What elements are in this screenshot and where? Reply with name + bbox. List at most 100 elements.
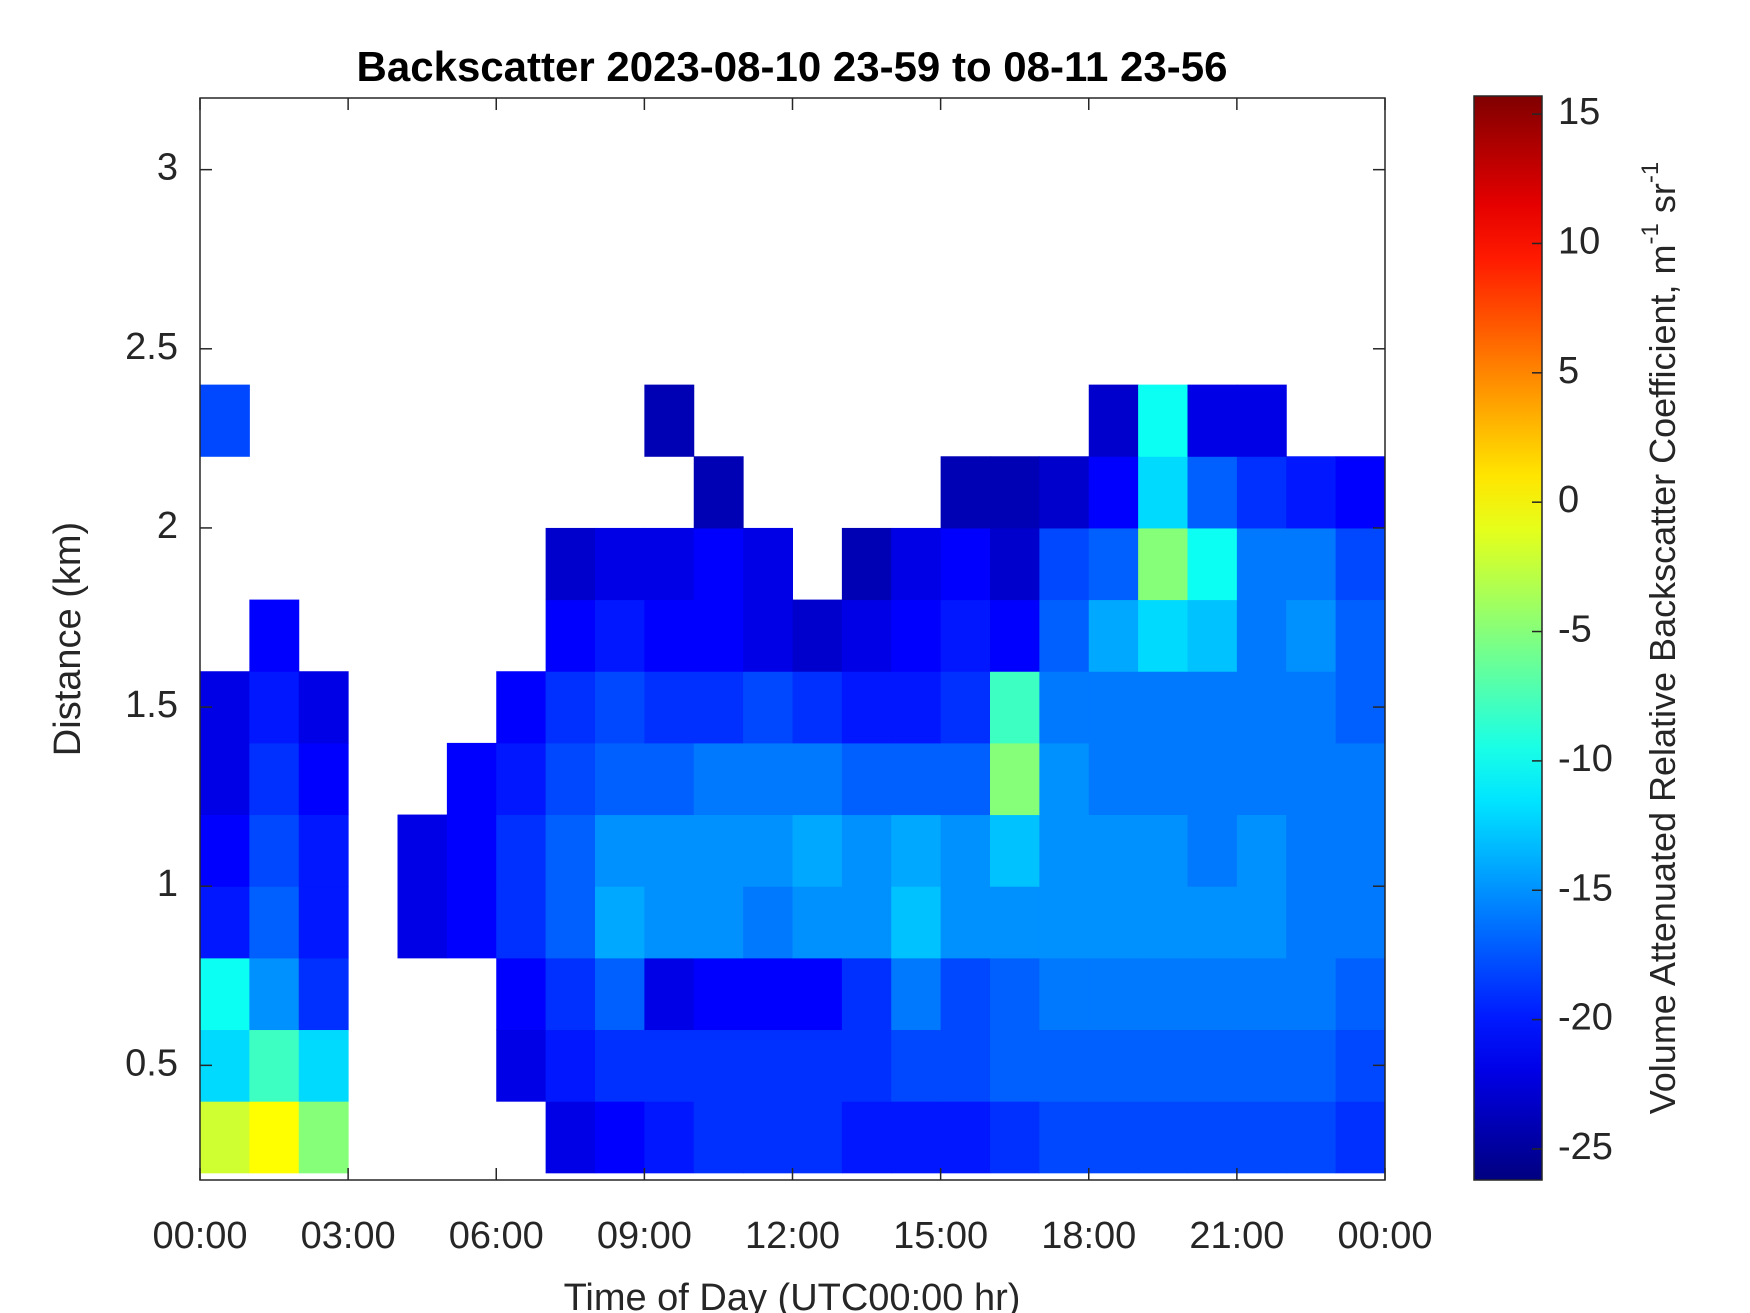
heatmap-cell bbox=[1335, 814, 1386, 887]
heatmap-cell bbox=[1138, 742, 1188, 816]
heatmap-cell bbox=[644, 527, 695, 601]
heatmap-cell bbox=[545, 957, 596, 1031]
colorbar-tick-label: 10 bbox=[1558, 220, 1600, 262]
heatmap-cell bbox=[1286, 886, 1337, 959]
heatmap-cell bbox=[298, 742, 349, 816]
heatmap-cell bbox=[1335, 957, 1386, 1031]
heatmap-cell bbox=[990, 814, 1040, 887]
heatmap-cell bbox=[693, 456, 744, 529]
heatmap-cell bbox=[1039, 1101, 1090, 1174]
heatmap-cell bbox=[841, 671, 892, 744]
heatmap-cell bbox=[545, 599, 596, 672]
heatmap-cell bbox=[990, 456, 1040, 529]
heatmap-cell bbox=[743, 886, 793, 959]
heatmap-cell bbox=[1187, 384, 1238, 457]
chart-title: Backscatter 2023-08-10 23-59 to 08-11 23… bbox=[357, 43, 1228, 90]
heatmap-cell bbox=[841, 527, 892, 601]
heatmap-cell bbox=[496, 814, 547, 887]
heatmap-cell bbox=[1335, 1101, 1386, 1174]
heatmap-cell bbox=[644, 671, 695, 744]
heatmap-cell bbox=[496, 1029, 547, 1102]
heatmap-cell bbox=[644, 1101, 695, 1174]
heatmap-cell bbox=[940, 527, 991, 601]
x-tick-label: 12:00 bbox=[745, 1215, 840, 1257]
heatmap-cell bbox=[595, 527, 645, 601]
heatmap-cell bbox=[397, 886, 448, 959]
heatmap-cell bbox=[792, 814, 843, 887]
heatmap-cell bbox=[1039, 957, 1090, 1031]
heatmap-cell bbox=[644, 599, 695, 672]
heatmap-cell bbox=[545, 742, 596, 816]
heatmap-cell bbox=[1088, 671, 1139, 744]
heatmap-cell bbox=[1088, 456, 1139, 529]
heatmap-cell bbox=[940, 1029, 991, 1102]
heatmap-cell bbox=[1039, 599, 1090, 672]
heatmap-cell bbox=[891, 671, 942, 744]
heatmap-cell bbox=[1236, 384, 1287, 457]
x-tick-label: 00:00 bbox=[1337, 1215, 1432, 1257]
heatmap-cell bbox=[1236, 886, 1287, 959]
heatmap-cell bbox=[891, 527, 942, 601]
heatmap-cell bbox=[1088, 1029, 1139, 1102]
heatmap-cell bbox=[743, 814, 793, 887]
heatmap-cell bbox=[1236, 742, 1287, 816]
heatmap-cell bbox=[446, 742, 497, 816]
x-tick-label: 15:00 bbox=[893, 1215, 988, 1257]
heatmap-cell bbox=[1088, 527, 1139, 601]
heatmap-cell bbox=[792, 671, 843, 744]
heatmap-cell bbox=[545, 527, 596, 601]
heatmap-cell bbox=[1187, 671, 1238, 744]
heatmap-cell bbox=[1138, 814, 1188, 887]
heatmap-cell bbox=[743, 957, 793, 1031]
heatmap-cell bbox=[200, 814, 250, 887]
heatmap-cell bbox=[841, 1101, 892, 1174]
heatmap-cell bbox=[545, 814, 596, 887]
y-tick-label: 2 bbox=[157, 505, 178, 547]
heatmap-cell bbox=[841, 1029, 892, 1102]
x-tick-label: 00:00 bbox=[152, 1215, 247, 1257]
heatmap-cell bbox=[743, 527, 793, 601]
heatmap-cell bbox=[1286, 599, 1337, 672]
heatmap-cell bbox=[644, 886, 695, 959]
heatmap-cell bbox=[841, 599, 892, 672]
heatmap-cell bbox=[891, 742, 942, 816]
heatmap-cell bbox=[990, 527, 1040, 601]
heatmap-cell bbox=[1138, 599, 1188, 672]
heatmap-cell bbox=[1335, 456, 1386, 529]
heatmap-cell bbox=[940, 814, 991, 887]
heatmap-cell bbox=[693, 957, 744, 1031]
colorbar-label: Volume Attenuated Relative Backscatter C… bbox=[1637, 162, 1683, 1115]
heatmap-cell bbox=[1138, 957, 1188, 1031]
heatmap-cell bbox=[1039, 671, 1090, 744]
colorbar-label-sup: -1 bbox=[1637, 162, 1664, 183]
heatmap-cell bbox=[1088, 1101, 1139, 1174]
heatmap-cell bbox=[644, 384, 695, 457]
heatmap-cell bbox=[1088, 599, 1139, 672]
heatmap-cell bbox=[841, 742, 892, 816]
y-tick-label: 2.5 bbox=[125, 326, 178, 368]
heatmap-cell bbox=[595, 957, 645, 1031]
x-tick-label: 18:00 bbox=[1041, 1215, 1136, 1257]
heatmap-cell bbox=[1039, 814, 1090, 887]
heatmap-cell bbox=[496, 886, 547, 959]
heatmap-cell bbox=[249, 1029, 300, 1102]
heatmap-cell bbox=[990, 671, 1040, 744]
heatmap-cell bbox=[1236, 1029, 1287, 1102]
heatmap-cell bbox=[446, 814, 497, 887]
heatmap-cell bbox=[841, 957, 892, 1031]
x-tick-label: 21:00 bbox=[1189, 1215, 1284, 1257]
heatmap-cell bbox=[545, 1029, 596, 1102]
heatmap-cell bbox=[595, 671, 645, 744]
heatmap-cell bbox=[1236, 599, 1287, 672]
heatmap-cell bbox=[1236, 456, 1287, 529]
heatmap-cell bbox=[891, 1029, 942, 1102]
heatmap-cell bbox=[792, 1101, 843, 1174]
heatmap-cell bbox=[200, 1101, 250, 1174]
heatmap-cell bbox=[545, 886, 596, 959]
colorbar-tick-label: 0 bbox=[1558, 479, 1579, 521]
heatmap-cell bbox=[891, 814, 942, 887]
heatmap-cell bbox=[841, 886, 892, 959]
heatmap-cell bbox=[249, 671, 300, 744]
